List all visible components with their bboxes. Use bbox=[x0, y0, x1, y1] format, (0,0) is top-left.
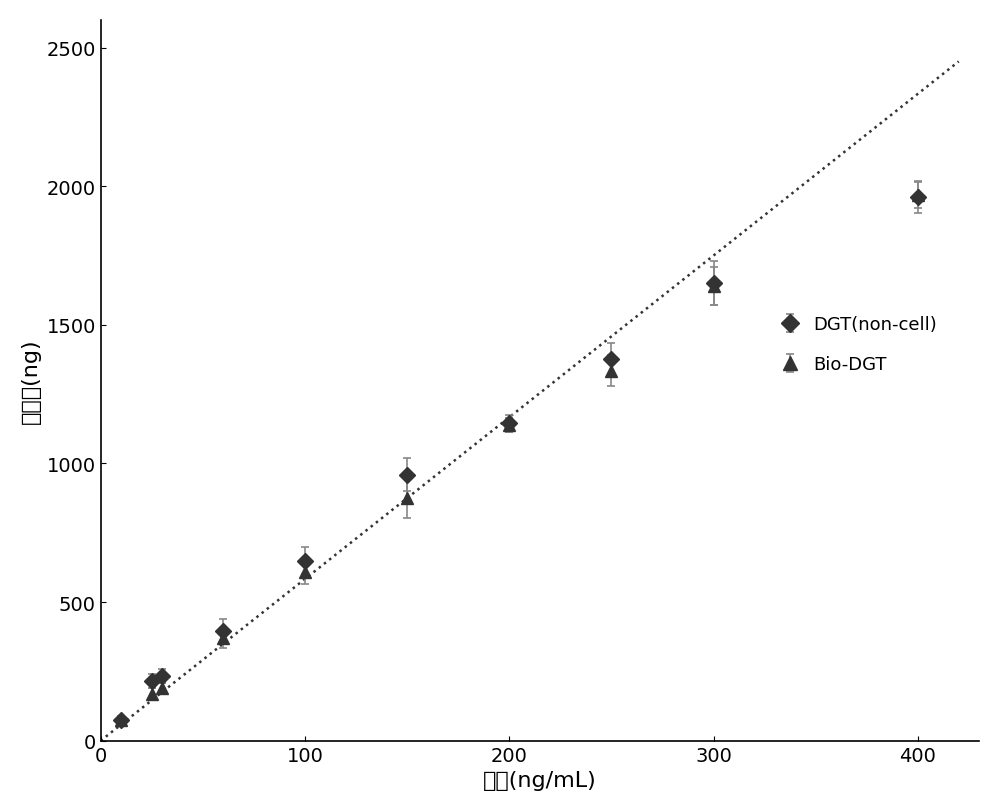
X-axis label: 浓度(ng/mL): 浓度(ng/mL) bbox=[483, 770, 597, 790]
Y-axis label: 吸附量(ng): 吸附量(ng) bbox=[21, 338, 41, 423]
Legend: DGT(non-cell), Bio-DGT: DGT(non-cell), Bio-DGT bbox=[769, 309, 944, 381]
